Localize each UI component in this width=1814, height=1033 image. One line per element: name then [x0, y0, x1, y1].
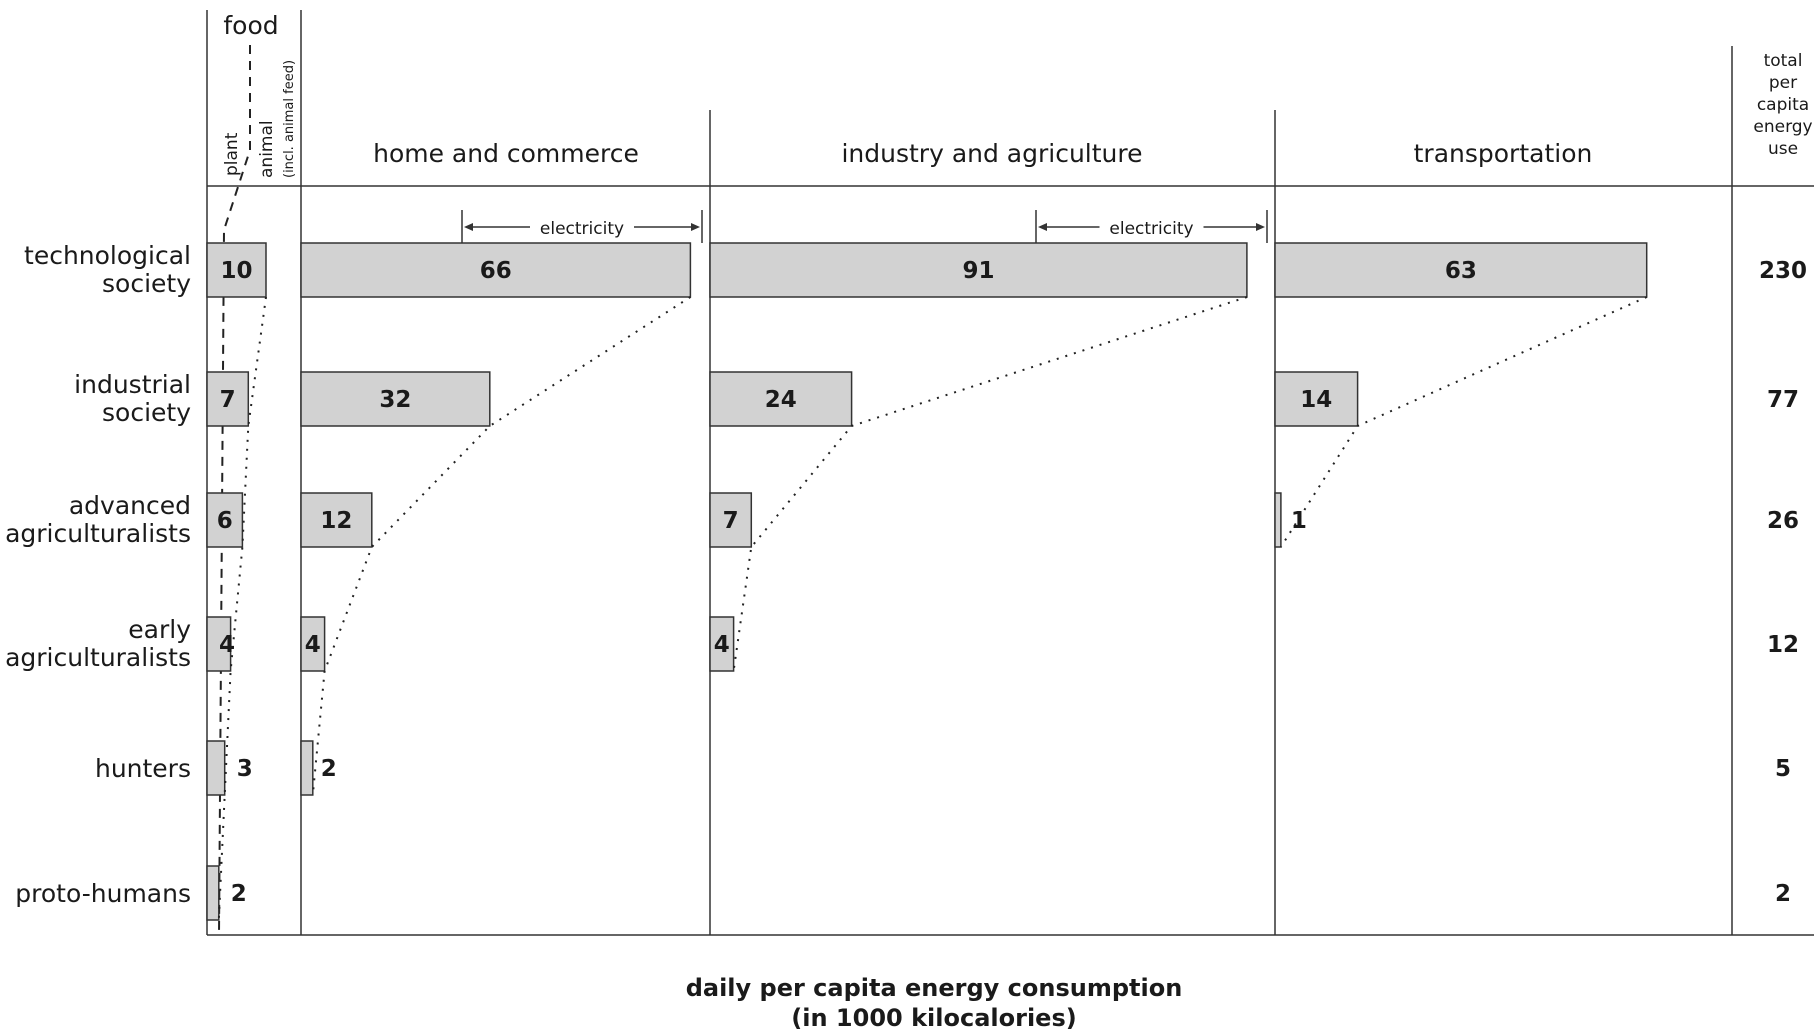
total-value-3: 12	[1767, 632, 1799, 658]
bar-1-3	[300, 616, 326, 672]
row-label-2-line-0: advanced	[69, 491, 191, 520]
panel-header-2: industry and agriculture	[841, 139, 1142, 168]
electricity-industry-label: electricity	[1109, 219, 1193, 239]
total-value-1: 77	[1767, 387, 1799, 413]
bar-2-0	[709, 242, 1248, 298]
bar-1-4	[300, 740, 314, 796]
value-label-1-1: 32	[379, 387, 411, 413]
bar-2-2	[709, 492, 753, 548]
bar-1-0	[300, 242, 692, 298]
food-divider-line	[218, 45, 251, 936]
row-label-3-line-1: agriculturalists	[5, 643, 191, 672]
total-header-line-4: use	[1768, 139, 1798, 159]
total-value-2: 26	[1767, 508, 1799, 534]
food-animal-label: animal	[257, 120, 277, 178]
total-header-line-1: per	[1769, 73, 1797, 93]
bar-2-3	[709, 616, 735, 672]
electricity-home-label: electricity	[540, 219, 624, 239]
value-label-1-2: 12	[320, 508, 352, 534]
value-label-0-5: 2	[231, 881, 247, 907]
labels: technologicalsocietyindustrialsocietyadv…	[5, 241, 1807, 1032]
bar-0-1	[206, 371, 250, 427]
bar-0-4	[206, 740, 226, 796]
value-label-0-1: 7	[220, 387, 236, 413]
value-label-2-1: 24	[765, 387, 797, 413]
value-label-3-1: 14	[1300, 387, 1332, 413]
bar-3-2	[1274, 492, 1282, 548]
row-label-5: proto-humans	[15, 879, 191, 908]
trend-line-0	[217, 296, 267, 921]
row-label-0-line-1: society	[102, 269, 191, 298]
electricity-industry-arrowhead-right	[1256, 223, 1265, 231]
electricity-industry-arrowhead-left	[1038, 223, 1047, 231]
row-label-0-line-0: technological	[24, 241, 191, 270]
total-header-line-0: total	[1764, 51, 1803, 71]
value-label-1-3: 4	[305, 632, 321, 658]
value-label-2-2: 7	[723, 508, 739, 534]
total-header-line-3: energy	[1753, 117, 1812, 137]
total-header-line-2: capita	[1757, 95, 1809, 115]
bar-0-2	[206, 492, 244, 548]
food-animal-note: (incl. animal feed)	[282, 60, 297, 178]
row-label-4: hunters	[95, 754, 191, 783]
row-label-3-line-0: early	[128, 615, 191, 644]
trend-line-2	[732, 296, 1248, 672]
bar-1-1	[300, 371, 491, 427]
value-label-0-2: 6	[217, 508, 233, 534]
x-axis-units: (in 1000 kilocalories)	[791, 1004, 1076, 1032]
food-plant-label: plant	[222, 132, 242, 176]
panel-headers: home and commerce industry and agricultur…	[218, 11, 1813, 936]
panel-header-3: transportation	[1414, 139, 1593, 168]
bar-2-1	[709, 371, 853, 427]
total-value-0: 230	[1759, 258, 1807, 284]
value-label-1-4: 2	[321, 756, 337, 782]
row-label-1-line-0: industrial	[74, 370, 191, 399]
value-label-2-3: 4	[714, 632, 730, 658]
bar-1-2	[300, 492, 373, 548]
value-label-0-0: 10	[220, 258, 252, 284]
panel-header-1: home and commerce	[373, 139, 639, 168]
trend-line-3	[1280, 296, 1648, 548]
electricity-home-arrowhead-left	[464, 223, 473, 231]
total-value-4: 5	[1775, 756, 1791, 782]
bar-0-0	[206, 242, 267, 298]
bar-0-5	[206, 865, 220, 921]
bar-3-1	[1274, 371, 1359, 427]
row-label-2-line-1: agriculturalists	[5, 519, 191, 548]
value-label-3-2: 1	[1291, 508, 1307, 534]
x-axis-label: daily per capita energy consumption	[686, 974, 1183, 1002]
value-label-2-0: 91	[962, 258, 994, 284]
bars	[206, 242, 1648, 921]
food-header: food	[223, 11, 278, 40]
bar-0-3	[206, 616, 232, 672]
bar-3-0	[1274, 242, 1648, 298]
value-label-1-0: 66	[480, 258, 512, 284]
row-label-1-line-1: society	[102, 398, 191, 427]
value-label-0-4: 3	[237, 756, 253, 782]
value-label-0-3: 4	[219, 632, 235, 658]
electricity-home-arrowhead-right	[691, 223, 700, 231]
value-label-3-0: 63	[1445, 258, 1477, 284]
total-value-5: 2	[1775, 881, 1791, 907]
